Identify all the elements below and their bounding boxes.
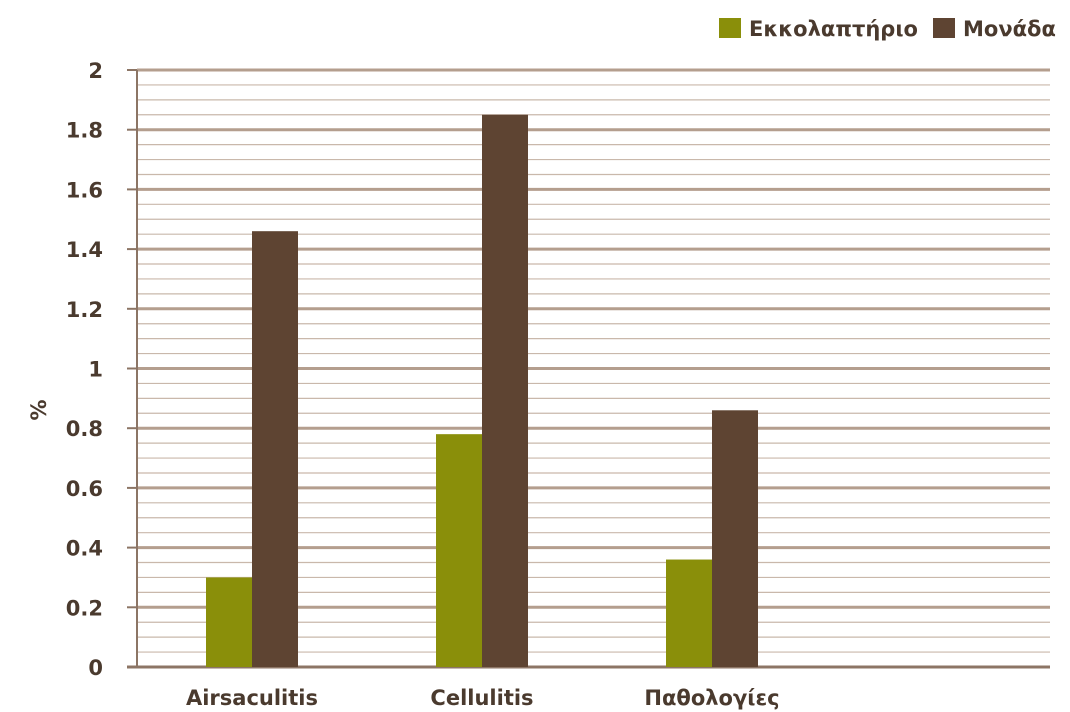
bar-hatchery-1 [206,577,252,667]
bar-hatchery-3 [666,559,712,667]
legend-swatch [933,18,955,38]
y-tick-label: 0.6 [66,477,103,501]
bar-unit-2 [482,114,528,667]
y-tick-label: 0.4 [66,537,103,561]
bars [206,114,758,667]
bar-unit-3 [712,410,758,667]
y-tick-label: 1.8 [66,119,103,143]
y-tick-label: 1.6 [66,178,103,202]
category-labels: Airsaculitis Cellulitis Παθολογίες [186,686,780,710]
legend-label: Μονάδα [963,17,1056,41]
bar-unit-1 [252,231,298,667]
y-tick-label: 0.8 [66,417,103,441]
legend-swatch [719,18,741,38]
y-tick-label: 1 [88,358,103,382]
y-tick-label: 1.2 [66,298,103,322]
y-axis-label: % [27,399,51,420]
y-tick-labels: 0 0.2 0.4 0.6 0.8 1 1.2 1.4 1.6 1.8 2 [66,59,103,680]
y-tick-label: 1.4 [66,238,103,262]
category-label: Παθολογίες [644,686,779,710]
category-label: Airsaculitis [186,686,318,710]
y-tick-label: 0 [88,656,103,680]
bar-hatchery-2 [436,434,482,667]
y-tick-label: 2 [88,59,103,83]
legend: Εκκολαπτήριο Μονάδα [719,17,1056,41]
legend-label: Εκκολαπτήριο [749,17,918,41]
category-label: Cellulitis [430,686,533,710]
y-tick-label: 0.2 [66,596,103,620]
